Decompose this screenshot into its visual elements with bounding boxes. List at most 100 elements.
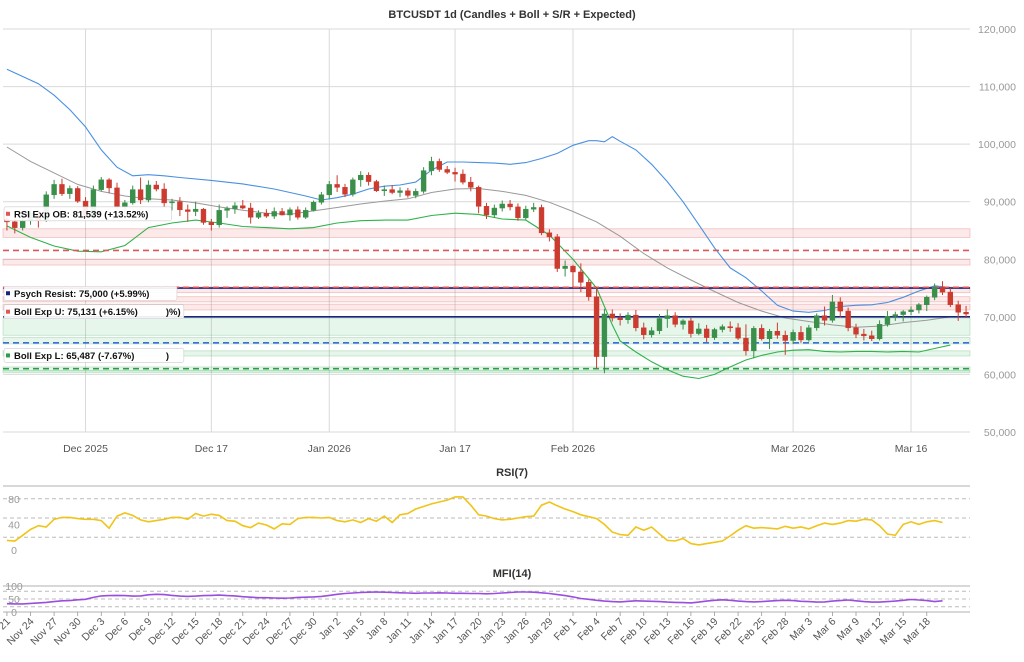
price-ytick-label: 90,000	[984, 197, 1016, 209]
candle-body	[420, 170, 427, 192]
annotation-box	[3, 304, 185, 319]
candle-body	[853, 327, 859, 335]
price-xtick-label: Feb 2026	[551, 443, 596, 455]
candle-body	[51, 184, 57, 196]
rsi-ytick-label: 80	[8, 494, 20, 506]
price-ytick-label: 60,000	[984, 369, 1016, 381]
rsi-ytick-label: 40	[8, 519, 20, 531]
candle-body	[727, 326, 733, 329]
candle-body	[829, 301, 836, 321]
candle-body	[546, 232, 553, 238]
candle-body	[444, 169, 450, 173]
candle-body	[790, 332, 796, 341]
candle-body	[59, 184, 65, 194]
price-ytick-label: 120,000	[978, 24, 1016, 36]
candle-body	[137, 189, 144, 201]
candle-body	[578, 271, 584, 283]
date-axis-label: Nov 30	[52, 616, 84, 648]
candle-body	[908, 309, 914, 312]
candle-body	[884, 316, 891, 325]
candle-body	[460, 173, 466, 183]
candle-body	[688, 320, 694, 334]
candle-body	[562, 265, 568, 269]
price-xtick-label: Dec 17	[195, 443, 228, 455]
price-chart-title: BTCUSDT 1d (Candles + Boll + S/R + Expec…	[388, 9, 636, 21]
candle-body	[664, 315, 671, 319]
candle-body	[703, 328, 710, 338]
candle-body	[350, 179, 356, 195]
candle-body	[310, 202, 317, 211]
annotation-text: Boll Exp L: 65,487 (-7.67%)	[14, 351, 134, 362]
price-plot-area	[3, 29, 970, 432]
sr-band	[2, 337, 971, 345]
date-axis-label: Dec 30	[288, 616, 320, 648]
candle-body	[381, 189, 387, 192]
boll-lower-line	[6, 212, 951, 380]
level-annotation: Boll Exp U: 75,131 (+6.15%))%)	[3, 304, 185, 319]
candle-body	[122, 202, 128, 207]
candle-body	[617, 317, 623, 320]
candle-body	[821, 315, 828, 321]
candle-body	[861, 333, 867, 337]
candle-body	[373, 181, 380, 192]
candle-body	[837, 301, 843, 312]
sr-band	[2, 258, 971, 266]
candle-body	[931, 287, 938, 298]
date-axis-label: Mar 18	[901, 616, 933, 648]
candle-body	[955, 304, 961, 313]
candle-body	[515, 206, 521, 219]
price-ytick-label: 100,000	[978, 139, 1016, 151]
candle-body	[609, 313, 615, 319]
mfi-chart-title: MFI(14)	[493, 568, 532, 580]
candle-body	[766, 331, 773, 339]
candle-body	[814, 315, 820, 329]
candle-body	[287, 209, 293, 216]
rsi-line	[6, 496, 943, 546]
candle-body	[735, 327, 741, 339]
candle-body	[224, 208, 230, 211]
candle-body	[939, 287, 946, 293]
candle-body	[499, 203, 505, 209]
candle-body	[232, 205, 238, 209]
candle-body	[302, 210, 309, 218]
candle-body	[570, 265, 576, 273]
price-ytick-label: 80,000	[984, 254, 1016, 266]
candle-body	[798, 332, 804, 341]
candle-body	[185, 209, 191, 212]
level-annotation: Psych Resist: 75,000 (+5.99%)	[3, 285, 178, 301]
candle-body	[586, 282, 592, 297]
candle-body	[806, 327, 812, 341]
date-axis-label: Jan 5	[340, 616, 367, 643]
candle-body	[177, 201, 183, 211]
sr-band	[2, 303, 971, 311]
candle-body	[593, 296, 600, 357]
sr-band	[2, 317, 971, 336]
mfi-ytick-label: 100	[5, 581, 23, 593]
candle-body	[114, 187, 120, 207]
candle-body	[365, 174, 372, 182]
candle-body	[240, 205, 246, 209]
sr-band	[2, 296, 971, 303]
candle-body	[641, 327, 647, 335]
price-ytick-label: 110,000	[979, 82, 1016, 94]
candle-body	[334, 184, 340, 188]
candle-body	[67, 188, 73, 194]
candle-body	[279, 211, 285, 216]
candle-body	[625, 314, 631, 320]
price-xtick-label: Jan 17	[439, 443, 471, 455]
candle-body	[491, 207, 498, 216]
candle-body	[774, 331, 781, 336]
candle-body	[523, 208, 529, 219]
candle-body	[397, 190, 403, 193]
date-axis-label: Mar 3	[787, 616, 815, 644]
candle-body	[672, 315, 678, 325]
level-annotation: RSI Exp OB: 81,539 (+13.52%)	[3, 206, 172, 222]
candle-body	[758, 328, 765, 339]
price-xtick-label: Mar 2026	[771, 443, 816, 455]
candle-body	[916, 304, 922, 311]
candle-body	[271, 211, 277, 217]
candle-body	[106, 179, 112, 189]
candle-body	[751, 328, 757, 352]
